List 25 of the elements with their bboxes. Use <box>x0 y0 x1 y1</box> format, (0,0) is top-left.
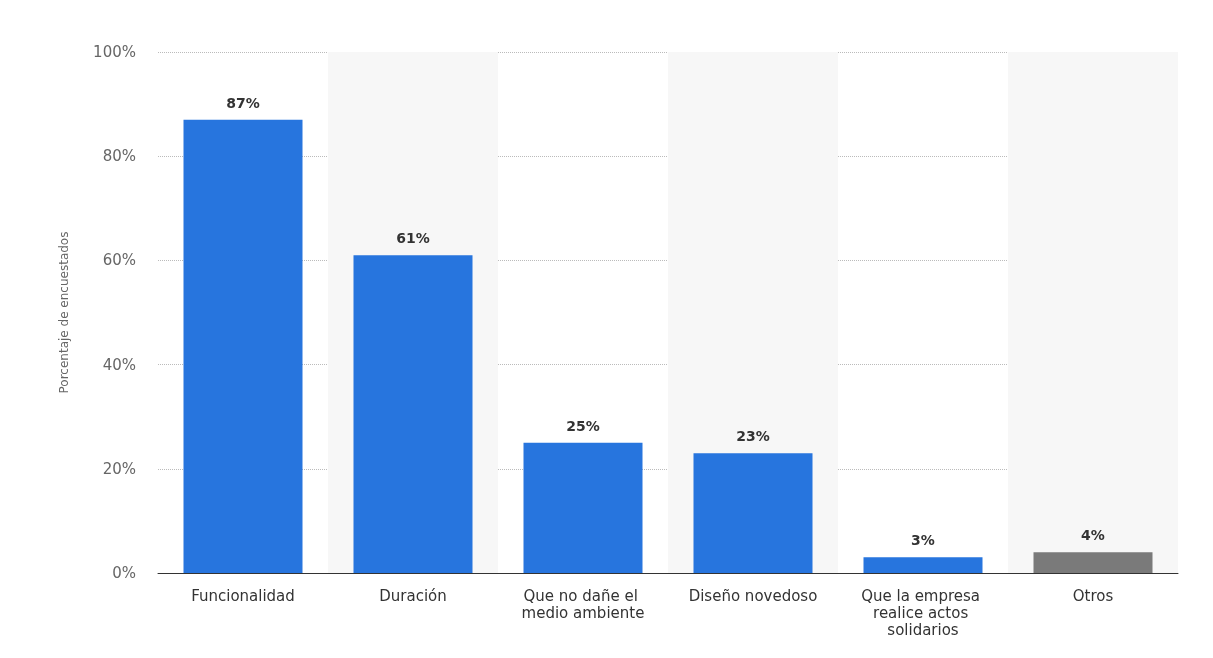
y-tick-label: 100% <box>93 43 136 61</box>
y-tick-label: 0% <box>112 564 136 582</box>
x-tick-label: Diseño novedoso <box>688 586 818 605</box>
x-tick-label: Que la empresa realice actos solidarios <box>861 586 985 639</box>
data-label: 4% <box>1081 527 1105 544</box>
bar <box>353 255 473 573</box>
data-label: 25% <box>566 417 600 434</box>
bar <box>523 442 643 573</box>
data-label: 61% <box>396 230 430 247</box>
y-tick-label: 80% <box>102 147 136 166</box>
data-label: 87% <box>226 94 260 111</box>
bar <box>183 119 303 573</box>
y-axis-title: Porcentaje de encuestados <box>57 231 71 394</box>
bar <box>693 453 813 573</box>
y-tick-label: 60% <box>102 251 136 270</box>
data-label: 3% <box>911 532 935 549</box>
x-tick-label: Otros <box>1072 586 1114 605</box>
bar <box>863 557 983 573</box>
x-tick-label: Que no dañe el medio ambiente <box>521 586 645 622</box>
x-tick-label: Funcionalidad <box>191 586 295 605</box>
x-tick-label: Duración <box>379 586 447 605</box>
y-tick-label: 20% <box>102 459 136 478</box>
bar <box>1033 552 1153 573</box>
data-label: 23% <box>736 428 770 445</box>
y-tick-label: 40% <box>102 355 136 374</box>
